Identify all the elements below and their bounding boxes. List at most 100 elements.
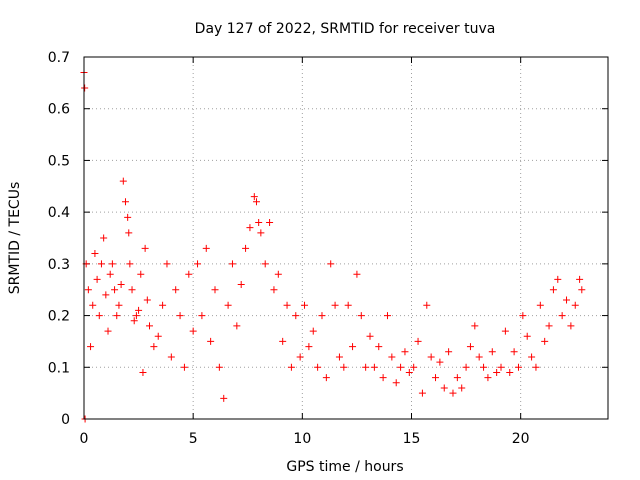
- data-point: [242, 244, 250, 252]
- data-point: [194, 260, 202, 268]
- data-point: [501, 327, 509, 335]
- data-point: [484, 374, 492, 382]
- data-point: [141, 244, 149, 252]
- data-point: [362, 363, 370, 371]
- data-point: [475, 353, 483, 361]
- data-point: [563, 296, 571, 304]
- data-point: [255, 218, 263, 226]
- data-point: [261, 260, 269, 268]
- data-point: [167, 353, 175, 361]
- data-point: [89, 301, 97, 309]
- data-point: [440, 384, 448, 392]
- data-point: [84, 286, 92, 294]
- y-tick-label: 0.6: [48, 102, 70, 118]
- data-point: [224, 301, 232, 309]
- x-tick-label: 5: [189, 431, 198, 447]
- data-point: [81, 84, 89, 92]
- data-point: [202, 244, 210, 252]
- data-point: [207, 337, 215, 345]
- tick-labels: 0 5 10 15 20 0 0.1 0.2 0.3 0.4 0.5 0.6 0.7: [48, 50, 530, 447]
- data-point: [453, 374, 461, 382]
- data-point: [119, 177, 127, 185]
- data-point: [523, 332, 531, 340]
- data-point: [340, 363, 348, 371]
- data-point: [327, 260, 335, 268]
- y-axis-label: SRMTID / TECUs: [7, 182, 23, 295]
- data-point: [314, 363, 322, 371]
- data-point: [220, 394, 228, 402]
- data-point: [536, 301, 544, 309]
- data-point: [514, 363, 522, 371]
- data-point: [318, 312, 326, 320]
- data-point: [462, 363, 470, 371]
- data-point: [100, 234, 108, 242]
- data-point: [266, 218, 274, 226]
- data-point: [418, 389, 426, 397]
- data-point: [274, 270, 282, 278]
- data-point: [397, 363, 405, 371]
- data-point: [172, 286, 180, 294]
- data-point: [121, 198, 129, 206]
- data-point: [146, 322, 153, 330]
- data-point: [301, 301, 309, 309]
- data-point: [445, 348, 453, 356]
- data-point: [488, 348, 496, 356]
- data-point: [95, 312, 103, 320]
- data-point: [423, 301, 431, 309]
- plot-frame: [83, 56, 609, 420]
- data-point: [115, 301, 123, 309]
- x-axis-label: GPS time / hours: [286, 459, 403, 475]
- data-point: [493, 368, 501, 376]
- data-point: [571, 301, 579, 309]
- data-point: [497, 363, 505, 371]
- data-point: [322, 374, 330, 382]
- data-point: [414, 337, 422, 345]
- data-point: [405, 368, 413, 376]
- data-point: [480, 363, 488, 371]
- y-tick-label: 0.2: [48, 309, 70, 325]
- data-point: [528, 353, 536, 361]
- data-point: [466, 343, 474, 351]
- data-point: [137, 270, 145, 278]
- data-point: [93, 275, 101, 283]
- data-point: [117, 281, 125, 289]
- data-point: [366, 332, 374, 340]
- data-point: [471, 322, 479, 330]
- data-point: [126, 260, 134, 268]
- data-point: [139, 368, 147, 376]
- data-point: [506, 368, 514, 376]
- data-point: [576, 275, 584, 283]
- data-point: [279, 337, 287, 345]
- data-point: [383, 312, 391, 320]
- data-point: [554, 275, 562, 283]
- data-point: [128, 286, 136, 294]
- data-point: [130, 317, 138, 325]
- data-point: [135, 306, 143, 314]
- data-point: [292, 312, 300, 320]
- data-point: [104, 327, 112, 335]
- data-point: [180, 363, 188, 371]
- data-point: [283, 301, 291, 309]
- data-point: [176, 312, 184, 320]
- y-tick-label: 0.4: [48, 205, 70, 221]
- data-point: [163, 260, 171, 268]
- data-point: [215, 363, 223, 371]
- grid-lines: [84, 57, 608, 419]
- data-point: [353, 270, 361, 278]
- data-point: [91, 250, 99, 258]
- x-tick-label: 20: [512, 431, 530, 447]
- data-point: [108, 260, 116, 268]
- data-point: [159, 301, 167, 309]
- y-tick-label: 0.7: [48, 50, 70, 66]
- data-point: [370, 363, 378, 371]
- data-point: [132, 312, 140, 320]
- data-point: [143, 296, 151, 304]
- data-point: [124, 213, 132, 221]
- data-point: [449, 389, 457, 397]
- data-point: [432, 374, 440, 382]
- data-point: [357, 312, 365, 320]
- data-point: [189, 327, 197, 335]
- data-point: [87, 343, 95, 351]
- data-point: [287, 363, 295, 371]
